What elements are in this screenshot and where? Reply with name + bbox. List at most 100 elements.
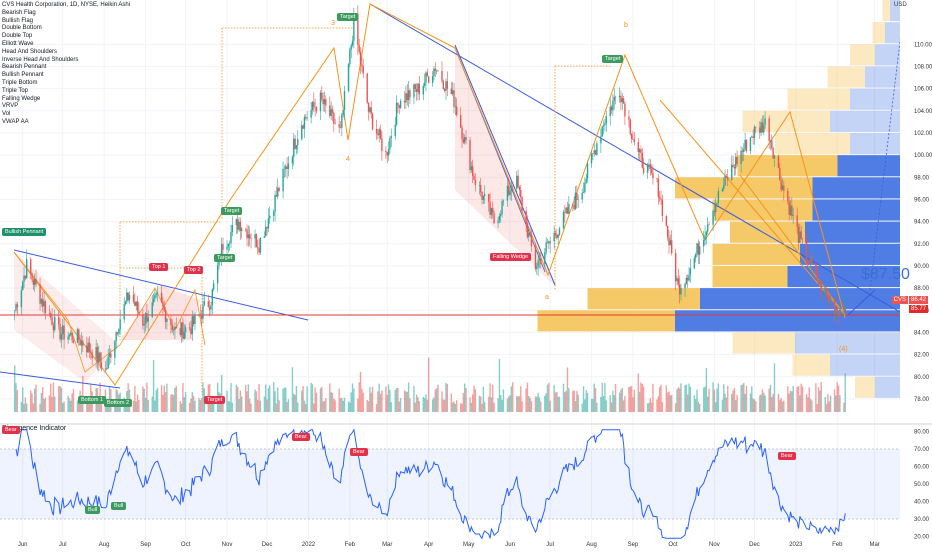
candle-body bbox=[220, 244, 223, 261]
volume-profile-down bbox=[812, 177, 900, 199]
candle-body bbox=[63, 325, 65, 340]
indicator-legend-item[interactable]: Bearish Pennant bbox=[2, 64, 47, 71]
candle-body bbox=[76, 329, 79, 343]
candle-body bbox=[593, 150, 595, 154]
indicator-legend-item[interactable]: Falling Wedge bbox=[2, 95, 41, 102]
candle-body bbox=[576, 192, 578, 201]
volume-bar bbox=[516, 396, 518, 412]
volume-bar bbox=[361, 388, 363, 412]
candle-body bbox=[87, 342, 89, 353]
candle-body bbox=[278, 187, 280, 192]
last-price-badge: 86.42 bbox=[908, 296, 928, 304]
candle-body bbox=[789, 205, 792, 215]
volume-bar bbox=[716, 388, 718, 412]
candle-body bbox=[166, 318, 168, 322]
volume-bar bbox=[461, 403, 463, 412]
candle-body bbox=[203, 301, 206, 306]
time-axis[interactable]: Jun Jul Aug Sep Oct Nov Dec 2022 Feb Mar Apr May Jun… bbox=[18, 542, 880, 548]
volume-profile-down bbox=[830, 110, 900, 132]
candle-body bbox=[596, 143, 598, 155]
volume-bar bbox=[98, 403, 100, 412]
volume-bar bbox=[696, 389, 698, 412]
indicator-legend-item[interactable]: Vol bbox=[2, 111, 11, 118]
candle-body bbox=[808, 262, 810, 264]
indicator-legend-item[interactable]: VWAP AA bbox=[2, 118, 29, 125]
indicator-legend-item[interactable]: Bearish Flag bbox=[2, 9, 36, 16]
candle-body bbox=[568, 204, 570, 214]
candle-body bbox=[557, 234, 559, 238]
indicator-legend-item[interactable]: Bullish Pennant bbox=[2, 72, 44, 79]
volume-bar bbox=[54, 396, 56, 412]
candle-body bbox=[91, 352, 93, 359]
candle-body bbox=[351, 40, 354, 46]
candle-body bbox=[266, 227, 268, 229]
volume-bar bbox=[836, 382, 838, 412]
candle-body bbox=[781, 185, 784, 190]
candle-body bbox=[164, 310, 167, 322]
candle-body bbox=[362, 66, 364, 74]
volume-bar bbox=[455, 400, 458, 412]
candle-body bbox=[156, 292, 159, 294]
indicator-legend-item[interactable]: Bullish Flag bbox=[2, 17, 34, 24]
candle-body bbox=[138, 311, 140, 315]
volume-bar bbox=[226, 390, 228, 412]
volume-bar bbox=[582, 386, 585, 412]
candle-body bbox=[15, 304, 17, 311]
candle-body bbox=[825, 288, 828, 295]
candle-body bbox=[705, 231, 708, 236]
rsi-band bbox=[0, 449, 900, 519]
candle-body bbox=[724, 175, 726, 186]
indicator-legend-item[interactable]: VRVP bbox=[2, 103, 19, 110]
indicator-legend-item[interactable]: Inverse Head And Shoulders bbox=[2, 56, 79, 63]
candle-body bbox=[751, 136, 753, 138]
volume-bar bbox=[668, 391, 670, 412]
volume-bar bbox=[269, 385, 271, 412]
rsi-tick-label: 20.00 bbox=[914, 535, 930, 541]
volume-bar bbox=[760, 394, 762, 412]
price-axis[interactable]: 78.0080.0082.0084.0086.0088.0090.0092.00… bbox=[900, 0, 932, 550]
indicator-legend-item[interactable]: Double Bottom bbox=[2, 25, 42, 32]
time-tick-label: Jun bbox=[18, 542, 28, 548]
volume-bar bbox=[20, 401, 23, 412]
volume-bar bbox=[789, 390, 792, 412]
indicator-legend-item[interactable]: Head And Shoulders bbox=[2, 48, 58, 55]
volume-bar bbox=[724, 393, 726, 412]
elliott-wave-path bbox=[13, 3, 846, 386]
vwap-price-badge: 85.77 bbox=[908, 305, 928, 313]
candle-body bbox=[562, 211, 565, 229]
candle-body bbox=[321, 92, 323, 100]
indicator-legend-item[interactable]: Double Top bbox=[2, 33, 33, 40]
candle-body bbox=[648, 164, 650, 165]
volume-bar bbox=[238, 399, 240, 412]
candle-body bbox=[761, 122, 764, 133]
volume-profile-down bbox=[890, 0, 900, 22]
candle-body bbox=[548, 241, 550, 244]
volume-profile-up bbox=[712, 199, 813, 221]
volume-bar bbox=[339, 398, 342, 412]
indicator-legend-item[interactable]: Elliott Wave bbox=[2, 40, 34, 47]
indicator-legend-item[interactable]: Triple Bottom bbox=[2, 79, 38, 86]
volume-bar bbox=[422, 396, 424, 412]
volume-bar bbox=[294, 394, 296, 412]
time-tick-label: May bbox=[463, 542, 474, 548]
candle-body bbox=[540, 258, 542, 264]
time-tick-label: Aug bbox=[99, 542, 110, 548]
candle-body bbox=[222, 244, 224, 250]
volume-bar bbox=[620, 389, 622, 412]
candle-body bbox=[445, 81, 447, 91]
volume-bar bbox=[358, 382, 360, 412]
volume-bar bbox=[549, 400, 551, 412]
candle-body bbox=[175, 326, 177, 329]
indicator-legend-item[interactable]: Triple Top bbox=[2, 87, 29, 94]
candle-body bbox=[88, 342, 91, 352]
volume-bar bbox=[302, 385, 304, 412]
volume-bar bbox=[413, 386, 415, 412]
volume-bar bbox=[500, 394, 502, 412]
candle-body bbox=[96, 347, 99, 362]
volume-bar bbox=[263, 396, 266, 412]
candle-body bbox=[783, 185, 785, 191]
candle-body bbox=[740, 150, 742, 164]
target-label: Target bbox=[204, 396, 226, 404]
volume-profile-up bbox=[775, 132, 850, 155]
